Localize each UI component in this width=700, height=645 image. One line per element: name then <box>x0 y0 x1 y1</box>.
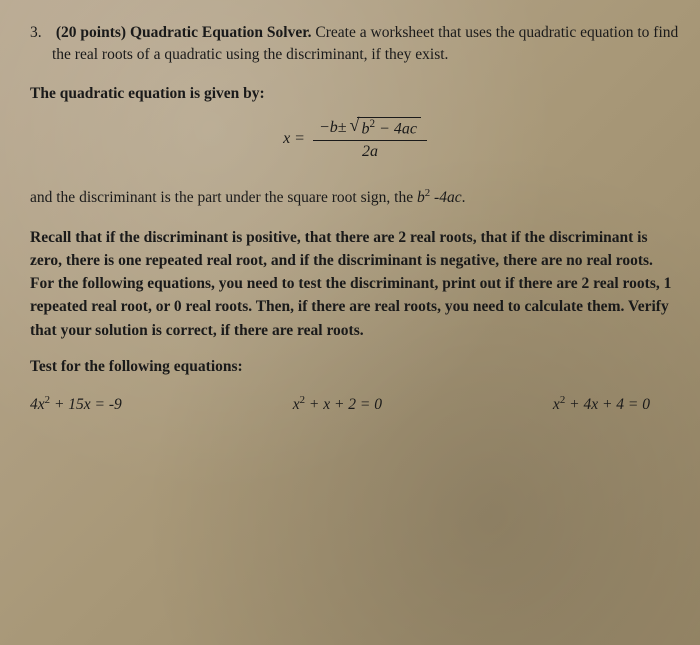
eq1-a: 4x <box>30 396 45 413</box>
formula-minus-b: −b <box>319 119 338 137</box>
formula-minus4ac: − 4ac <box>375 120 417 137</box>
formula-radicand: b2 − 4ac <box>357 117 421 138</box>
equation-3: x2 + 4x + 4 = 0 <box>553 394 650 414</box>
question-number: 3. <box>30 22 52 44</box>
formula-fraction: −b ± √ b2 − 4ac 2a <box>313 117 427 161</box>
quadratic-formula: x = −b ± √ b2 − 4ac 2a <box>30 117 680 161</box>
formula-denominator: 2a <box>362 141 378 161</box>
discr-pre: and the discriminant is the part under t… <box>30 189 417 206</box>
formula-lhs: x = <box>283 130 305 148</box>
question-header: 3. (20 points) Quadratic Equation Solver… <box>30 22 680 67</box>
formula-numerator: −b ± √ b2 − 4ac <box>313 117 427 141</box>
eq1-rest: + 15x = -9 <box>50 396 122 413</box>
eq3-a: x <box>553 396 560 413</box>
explanation-paragraph: Recall that if the discriminant is posit… <box>30 226 680 342</box>
discr-b: b <box>417 189 425 206</box>
discriminant-definition: and the discriminant is the part under t… <box>30 185 680 209</box>
eq2-rest: + x + 2 = 0 <box>305 396 382 413</box>
formula-sqrt: √ b2 − 4ac <box>350 117 421 138</box>
equation-1: 4x2 + 15x = -9 <box>30 394 122 414</box>
question-title: Quadratic Equation Solver. <box>130 24 312 41</box>
discr-rest: -4ac <box>430 189 461 206</box>
eq3-rest: + 4x + 4 = 0 <box>565 396 650 413</box>
equations-row: 4x2 + 15x = -9 x2 + x + 2 = 0 x2 + 4x + … <box>30 394 680 414</box>
test-heading: Test for the following equations: <box>30 358 680 376</box>
equation-2: x2 + x + 2 = 0 <box>293 394 382 414</box>
intro-line: The quadratic equation is given by: <box>30 85 680 103</box>
discr-post: . <box>462 189 466 206</box>
points-label: (20 points) <box>56 24 126 41</box>
formula-pm: ± <box>338 119 347 137</box>
eq2-a: x <box>293 396 300 413</box>
